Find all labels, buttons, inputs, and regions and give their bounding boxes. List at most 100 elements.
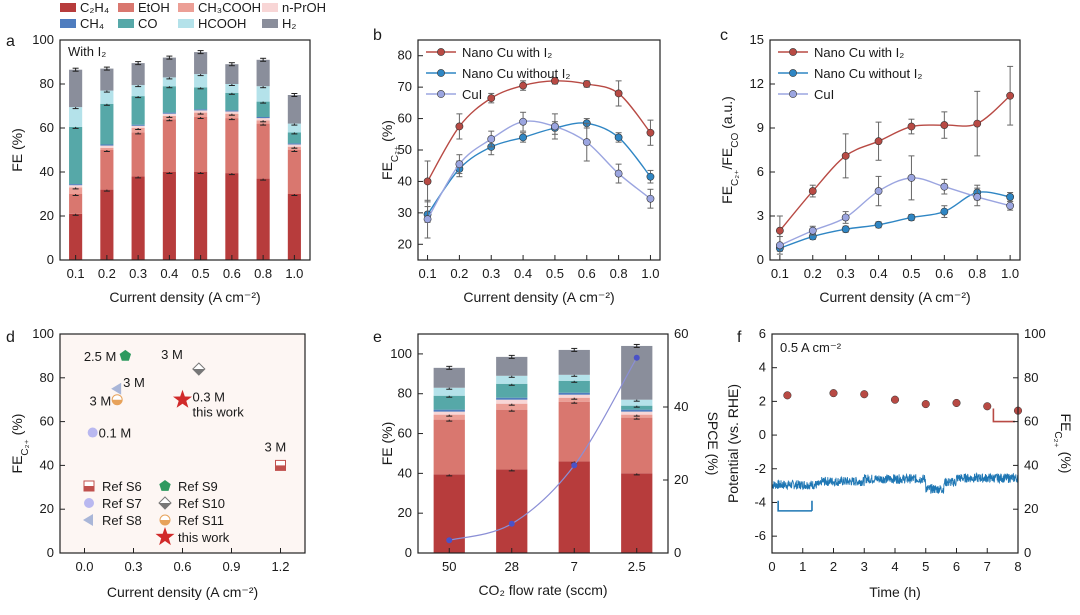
data-point-Nano Cu with I₂ xyxy=(841,151,850,160)
x-axis-label: Current density (A cm⁻²) xyxy=(107,584,258,600)
bar-segment-HCOOH xyxy=(69,107,83,127)
bar-segment-HCOOH xyxy=(496,375,528,384)
bar-segment-EtOH xyxy=(558,401,590,462)
panel-b-ytick-label: 70 xyxy=(398,79,412,94)
panel-f-ytick-label: -6 xyxy=(754,528,766,543)
xtick-label: 1.0 xyxy=(641,266,659,281)
bar-segment-HCOOH xyxy=(131,85,145,97)
xtick-label: 0.8 xyxy=(254,266,272,281)
panel-e-ytick-label: 100 xyxy=(390,346,412,361)
panel-c-ytick-label: 15 xyxy=(750,32,764,47)
xtick-label: 7 xyxy=(571,559,578,574)
legend-marker-CuI xyxy=(789,90,797,98)
y2-axis-label-sub: C₂₊ xyxy=(1053,431,1064,447)
bar-segment-H₂ xyxy=(131,63,145,86)
spce-point xyxy=(508,520,515,527)
bar-segment-HCOOH xyxy=(225,84,239,93)
x-axis-label: Current density (A cm⁻²) xyxy=(819,289,970,305)
legend-marker-Ref-S10-half xyxy=(159,503,171,509)
data-point-Ref-S7 xyxy=(87,427,98,438)
legend-marker-Nano Cu without I₂ xyxy=(789,69,797,77)
legend-label-CuI: CuI xyxy=(462,87,482,102)
bar-segment-CH₄ xyxy=(621,409,653,412)
data-point-Ref-S10-half xyxy=(192,369,205,376)
data-point-CuI xyxy=(455,160,464,169)
panel-e-y2tick-label: 0 xyxy=(674,545,681,560)
series-line-Nano Cu with I₂ xyxy=(779,95,1011,232)
bar-segment-H₂ xyxy=(162,57,176,78)
bar-segment-EtOH xyxy=(496,409,528,470)
bar-segment-HCOOH xyxy=(194,74,208,88)
xtick-label: 4 xyxy=(891,559,898,574)
data-point-CuI xyxy=(808,226,817,235)
bar-segment-CH₄ xyxy=(162,112,176,114)
plot-background xyxy=(60,334,305,553)
potential-trace xyxy=(771,471,1019,494)
panel-e-ytick-label: 0 xyxy=(405,545,412,560)
xtick-label: 0.0 xyxy=(75,559,93,574)
data-point-CuI xyxy=(519,117,527,126)
bar-segment-C₂H₄ xyxy=(496,469,528,553)
xtick-label: 0.9 xyxy=(222,559,240,574)
spce-line xyxy=(449,357,638,541)
legend-label-Nano Cu with I₂: Nano Cu with I₂ xyxy=(462,45,552,60)
legend-swatch-2 xyxy=(178,3,194,12)
bar-segment-C₂H₄ xyxy=(194,172,208,260)
bar-segment-CH₄ xyxy=(131,124,145,126)
bar-segment-EtOH xyxy=(433,419,465,475)
panel-b-chart: 0.1 0.2 0.3 0.4 0.5 0.6 0.8 1.0 20 30 40 50 60 70 80 Cu… xyxy=(379,39,661,305)
panel-e-frame xyxy=(417,333,669,554)
bar-segment-CH₄ xyxy=(433,409,465,412)
fe-point xyxy=(921,400,930,409)
bar-segment-H₂ xyxy=(496,356,528,376)
panel-label-b: b xyxy=(373,27,382,44)
data-point-Nano Cu without I₂ xyxy=(907,213,916,222)
panel-e-ytick-label: 60 xyxy=(398,426,412,441)
panel-a-ytick-label: 0 xyxy=(47,252,54,267)
xtick-label: 0.6 xyxy=(935,266,953,281)
potential-axis-indicator xyxy=(777,500,813,512)
bar-segment-n-PrOH xyxy=(225,111,239,114)
bar-segment-CH₄ xyxy=(100,144,114,146)
panel-label-a: a xyxy=(6,33,15,50)
x-axis-label: Current density (A cm⁻²) xyxy=(109,289,260,305)
xtick-label: 0.1 xyxy=(771,266,789,281)
bar-segment-CO xyxy=(256,101,270,117)
xtick-label: 0.8 xyxy=(610,266,628,281)
panel-c-ytick-label: 9 xyxy=(757,120,764,135)
point-label: 3 M xyxy=(123,375,145,390)
bar-segment-H₂ xyxy=(621,345,653,400)
data-point-Nano Cu with I₂ xyxy=(551,76,559,85)
data-point-CuI xyxy=(646,194,655,203)
bar-segment-n-PrOH xyxy=(162,113,176,116)
bar-segment-H₂ xyxy=(194,52,208,75)
legend-swatch-6 xyxy=(178,19,194,28)
data-point-Nano Cu with I₂ xyxy=(519,81,527,90)
panel-d-ytick-label: 100 xyxy=(32,326,54,341)
legend-label: Ref S6 xyxy=(102,479,142,494)
data-point-Nano Cu with I₂ xyxy=(423,177,432,186)
data-point-CuI xyxy=(874,187,883,195)
legend-marker-Ref-S8 xyxy=(83,514,93,526)
legend-label-0: C₂H₄ xyxy=(80,0,109,15)
data-point-Nano Cu with I₂ xyxy=(907,122,916,131)
panel-c-ytick-label: 6 xyxy=(757,164,764,179)
legend-label-5: CO xyxy=(138,16,158,31)
data-point-Nano Cu without I₂ xyxy=(646,172,655,181)
xtick-label: 0.8 xyxy=(968,266,986,281)
bar-segment-CO xyxy=(162,86,176,113)
data-point-CuI xyxy=(907,173,916,182)
bar-segment-HCOOH xyxy=(621,399,653,406)
xtick-label: 0 xyxy=(768,559,775,574)
bar-segment-EtOH xyxy=(194,117,208,172)
xtick-label: 0.6 xyxy=(578,266,596,281)
data-point-Nano Cu with I₂ xyxy=(455,122,464,131)
xtick-label: 7 xyxy=(984,559,991,574)
fe-point xyxy=(829,389,838,398)
xtick-label: 6 xyxy=(953,559,960,574)
panel-a-ytick-label: 80 xyxy=(40,76,54,91)
y2-axis-label: FEC₂₊ (%) xyxy=(1053,414,1075,474)
bar-segment-CH₄ xyxy=(194,109,208,111)
bar-segment-EtOH xyxy=(162,119,176,172)
